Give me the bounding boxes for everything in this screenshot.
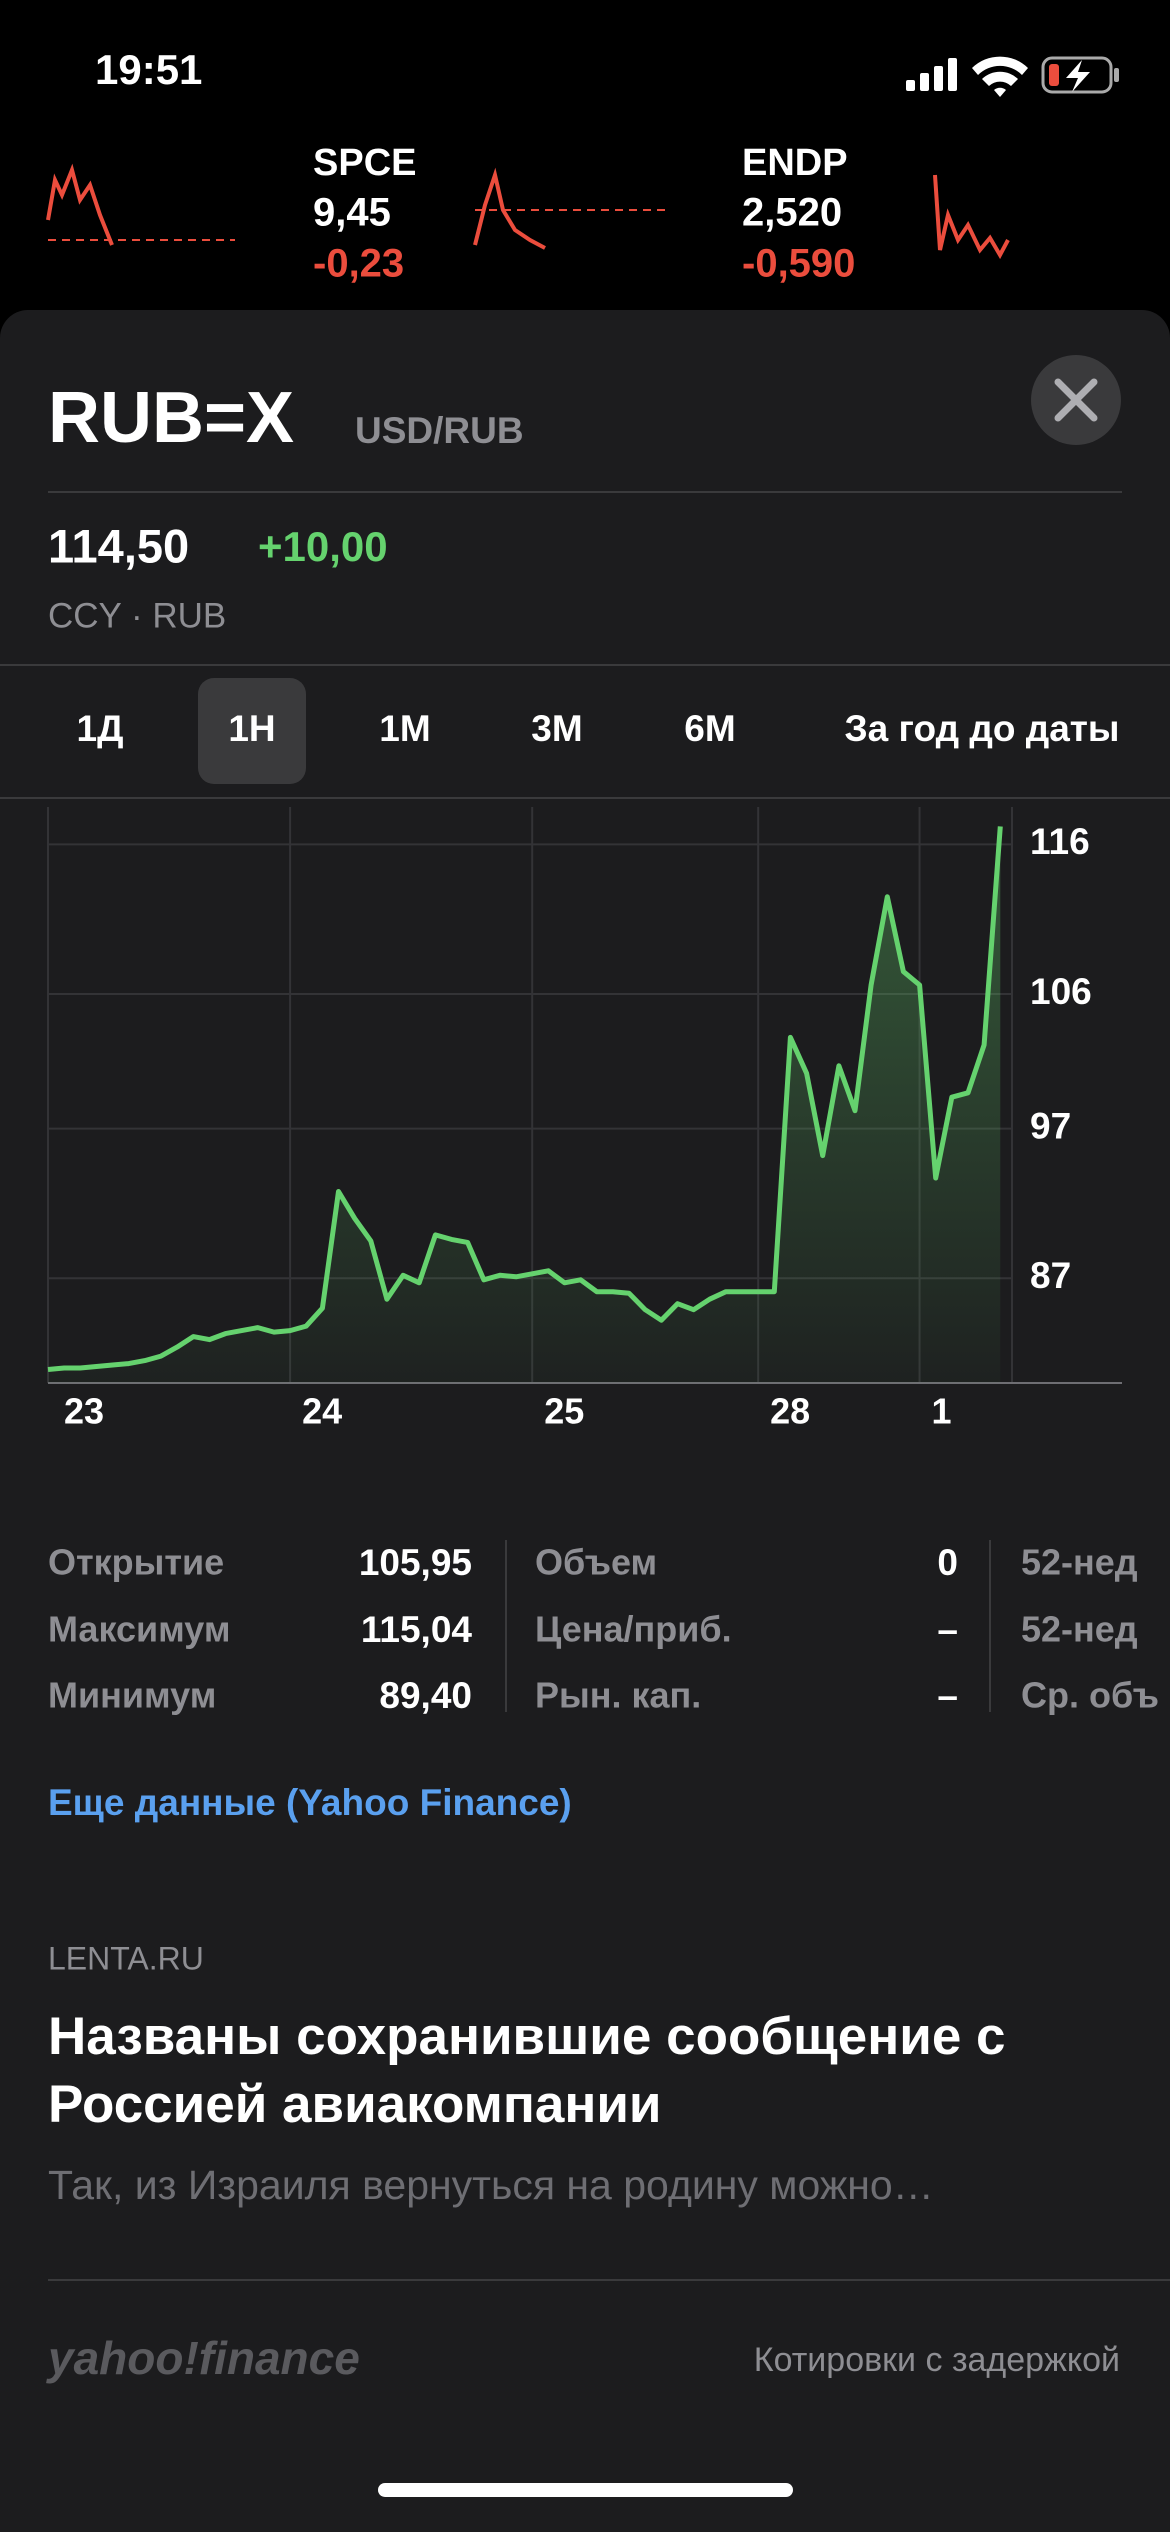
stat-label: Объем (535, 1542, 657, 1583)
x-tick-label: 25 (544, 1391, 584, 1432)
sparklines (46, 163, 1010, 260)
stat-label: Ср. объ (1021, 1675, 1159, 1716)
meta: CCY · RUB (48, 596, 226, 635)
tab[interactable]: 1Д (77, 708, 124, 749)
stat-value: 0 (937, 1542, 958, 1583)
stat-label: Рын. кап. (535, 1675, 701, 1716)
tab[interactable]: 1М (379, 708, 430, 749)
news-snippet: Так, из Израиля вернуться на родину можн… (48, 2162, 934, 2208)
symbol: RUB=X (48, 378, 294, 458)
stat-label: 52-нед (1021, 1609, 1138, 1650)
x-tick-label: 1 (932, 1391, 952, 1432)
ticker-price: 2,520 (742, 191, 842, 235)
status-icons (906, 56, 1119, 97)
x-tick-label: 28 (770, 1391, 810, 1432)
ticker-symbol: ENDP (742, 142, 848, 184)
stat-label: Максимум (48, 1609, 230, 1650)
y-tick-label: 87 (1030, 1255, 1071, 1296)
price-line (47, 826, 1003, 1372)
stat-label: 52-нед (1021, 1542, 1138, 1583)
more-data-link[interactable]: Еще данные (Yahoo Finance) (48, 1782, 572, 1823)
price-change: +10,00 (258, 523, 388, 570)
news-headline[interactable]: Названы сохранившие сообщение с Россией … (48, 2007, 1006, 2134)
stat-value: – (937, 1675, 958, 1716)
stat-value: – (937, 1609, 958, 1650)
news-source: LENTA.RU (48, 1940, 204, 1976)
y-tick-label: 97 (1030, 1105, 1071, 1146)
y-tick-label: 106 (1030, 971, 1092, 1012)
tab[interactable]: 3М (531, 708, 582, 749)
footer-note: Котировки с задержкой (754, 2341, 1120, 2379)
tab[interactable]: 6М (684, 708, 735, 749)
ticker-change: -0,590 (742, 242, 855, 286)
stat-value: 105,95 (359, 1542, 472, 1583)
tab[interactable]: За год до даты (845, 708, 1120, 749)
stat-label: Минимум (48, 1675, 216, 1716)
tab-selected (198, 678, 306, 784)
footer-logo: yahoo!finance (46, 2332, 360, 2384)
stat-label: Открытие (48, 1542, 224, 1583)
stat-value: 89,40 (379, 1675, 472, 1716)
price: 114,50 (48, 519, 189, 572)
time: 19:51 (95, 46, 202, 93)
stat-value: 115,04 (361, 1609, 473, 1650)
x-tick-label: 23 (64, 1391, 104, 1432)
y-tick-label: 116 (1030, 821, 1090, 862)
close-button[interactable] (1031, 355, 1121, 445)
sheet (0, 310, 1170, 2532)
tab[interactable]: 1Н (228, 708, 275, 749)
ticker-change: -0,23 (313, 242, 404, 286)
home-indicator (378, 2483, 793, 2497)
x-tick-label: 24 (302, 1391, 342, 1432)
area (48, 826, 1001, 1383)
stat-label: Цена/приб. (535, 1609, 732, 1650)
pair: USD/RUB (355, 410, 524, 451)
ticker-price: 9,45 (313, 191, 391, 235)
ticker-symbol: SPCE (313, 142, 416, 184)
